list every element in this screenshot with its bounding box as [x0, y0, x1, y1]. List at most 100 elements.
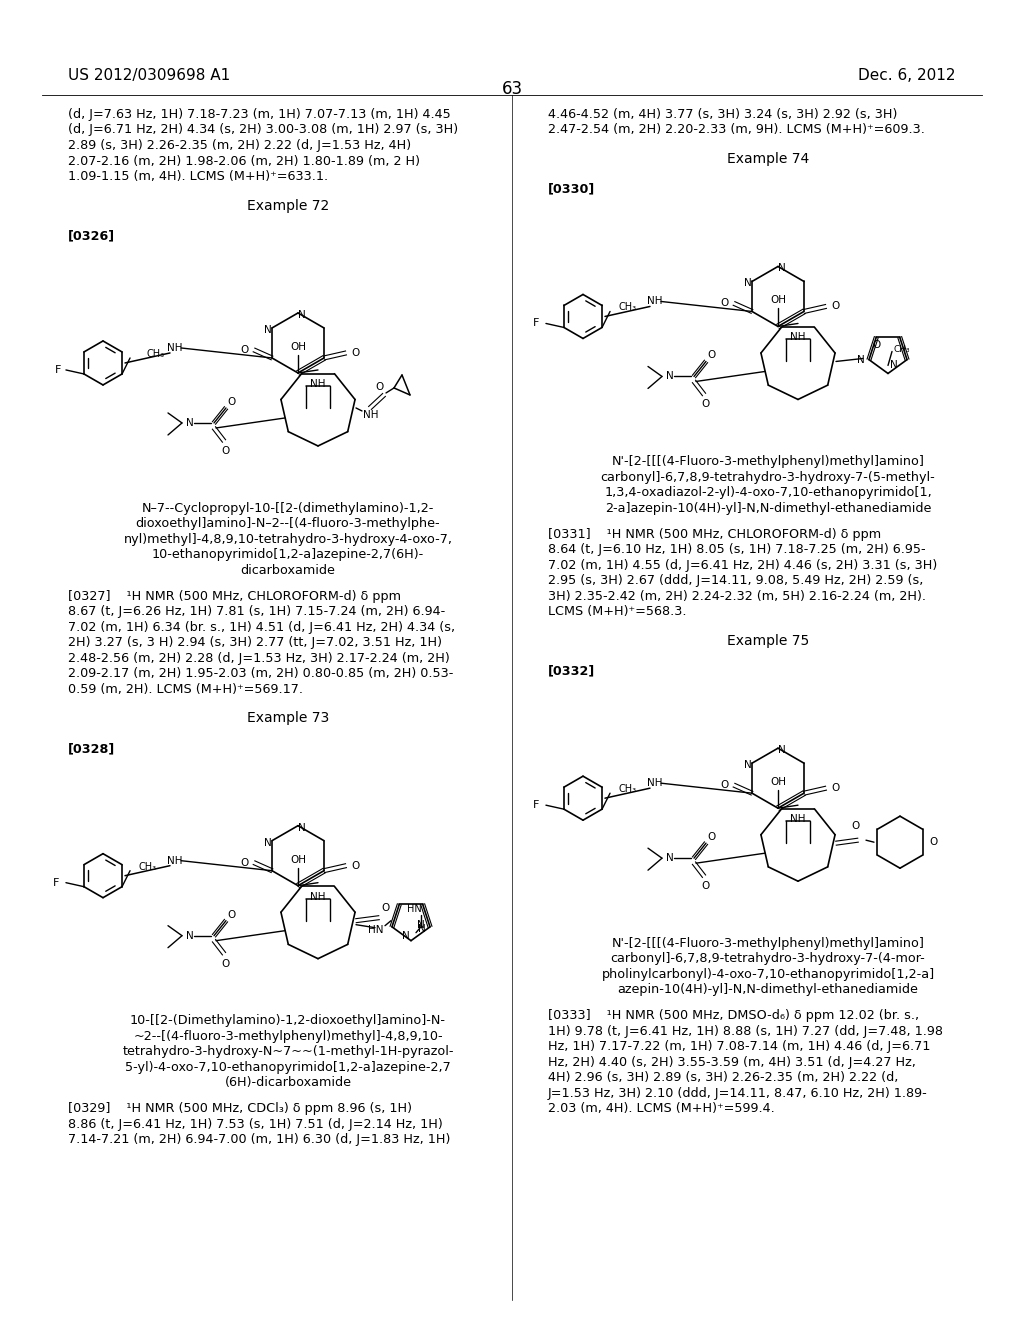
- Text: 8.86 (t, J=6.41 Hz, 1H) 7.53 (s, 1H) 7.51 (d, J=2.14 Hz, 1H): 8.86 (t, J=6.41 Hz, 1H) 7.53 (s, 1H) 7.5…: [68, 1118, 442, 1131]
- Text: O: O: [831, 301, 840, 312]
- Text: NH: NH: [647, 779, 663, 788]
- Text: Hz, 2H) 4.40 (s, 2H) 3.55-3.59 (m, 4H) 3.51 (d, J=4.27 Hz,: Hz, 2H) 4.40 (s, 2H) 3.55-3.59 (m, 4H) 3…: [548, 1056, 915, 1069]
- Text: O: O: [222, 958, 230, 969]
- Text: O: O: [852, 821, 860, 832]
- Text: F: F: [53, 878, 59, 887]
- Text: 7.02 (m, 1H) 4.55 (d, J=6.41 Hz, 2H) 4.46 (s, 2H) 3.31 (s, 3H): 7.02 (m, 1H) 4.55 (d, J=6.41 Hz, 2H) 4.4…: [548, 558, 937, 572]
- Text: O: O: [222, 446, 230, 455]
- Text: N: N: [402, 931, 410, 941]
- Text: azepin-10(4H)-yl]-N,N-dimethyl-ethanediamide: azepin-10(4H)-yl]-N,N-dimethyl-ethanedia…: [617, 983, 919, 997]
- Text: [0333]    ¹H NMR (500 MHz, DMSO-d₆) δ ppm 12.02 (br. s.,: [0333] ¹H NMR (500 MHz, DMSO-d₆) δ ppm 1…: [548, 1010, 920, 1023]
- Text: [0329]    ¹H NMR (500 MHz, CDCl₃) δ ppm 8.96 (s, 1H): [0329] ¹H NMR (500 MHz, CDCl₃) δ ppm 8.9…: [68, 1102, 412, 1115]
- Text: 3H) 2.35-2.42 (m, 2H) 2.24-2.32 (m, 5H) 2.16-2.24 (m, 2H).: 3H) 2.35-2.42 (m, 2H) 2.24-2.32 (m, 5H) …: [548, 590, 926, 603]
- Text: [0330]: [0330]: [548, 183, 595, 195]
- Text: 4H) 2.96 (s, 3H) 2.89 (s, 3H) 2.26-2.35 (m, 2H) 2.22 (d,: 4H) 2.96 (s, 3H) 2.89 (s, 3H) 2.26-2.35 …: [548, 1072, 898, 1085]
- Text: N: N: [778, 264, 785, 273]
- Text: N'-[2-[[[(4-Fluoro-3-methylphenyl)methyl]amino]: N'-[2-[[[(4-Fluoro-3-methylphenyl)methyl…: [611, 455, 925, 469]
- Text: (d, J=7.63 Hz, 1H) 7.18-7.23 (m, 1H) 7.07-7.13 (m, 1H) 4.45: (d, J=7.63 Hz, 1H) 7.18-7.23 (m, 1H) 7.0…: [68, 108, 451, 121]
- Text: O: O: [720, 298, 728, 309]
- Text: CH₃: CH₃: [618, 302, 636, 313]
- Text: N: N: [744, 279, 752, 289]
- Text: CH₃: CH₃: [894, 346, 910, 355]
- Text: N: N: [418, 924, 426, 933]
- Text: N: N: [186, 418, 194, 428]
- Text: NH: NH: [167, 855, 182, 866]
- Text: 0.59 (m, 2H). LCMS (M+H)⁺=569.17.: 0.59 (m, 2H). LCMS (M+H)⁺=569.17.: [68, 682, 303, 696]
- Text: O: O: [701, 882, 710, 891]
- Text: OH: OH: [770, 777, 786, 787]
- Text: N: N: [417, 920, 425, 929]
- Text: O: O: [707, 351, 715, 360]
- Text: 2.03 (m, 4H). LCMS (M+H)⁺=599.4.: 2.03 (m, 4H). LCMS (M+H)⁺=599.4.: [548, 1102, 775, 1115]
- Text: O: O: [240, 858, 248, 867]
- Text: O: O: [930, 837, 938, 847]
- Text: J=1.53 Hz, 3H) 2.10 (ddd, J=14.11, 8.47, 6.10 Hz, 2H) 1.89-: J=1.53 Hz, 3H) 2.10 (ddd, J=14.11, 8.47,…: [548, 1086, 928, 1100]
- Text: O: O: [240, 345, 248, 355]
- Text: N: N: [667, 853, 674, 863]
- Text: O: O: [872, 341, 881, 350]
- Text: 2.47-2.54 (m, 2H) 2.20-2.33 (m, 9H). LCMS (M+H)⁺=609.3.: 2.47-2.54 (m, 2H) 2.20-2.33 (m, 9H). LCM…: [548, 124, 925, 136]
- Text: 7.02 (m, 1H) 6.34 (br. s., 1H) 4.51 (d, J=6.41 Hz, 2H) 4.34 (s,: 7.02 (m, 1H) 6.34 (br. s., 1H) 4.51 (d, …: [68, 620, 455, 634]
- Text: O: O: [352, 348, 360, 358]
- Text: N'-[2-[[[(4-Fluoro-3-methylphenyl)methyl]amino]: N'-[2-[[[(4-Fluoro-3-methylphenyl)methyl…: [611, 937, 925, 950]
- Text: US 2012/0309698 A1: US 2012/0309698 A1: [68, 69, 230, 83]
- Text: N: N: [186, 931, 194, 941]
- Text: HN: HN: [408, 904, 422, 915]
- Text: tetrahydro-3-hydroxy-N~7~~(1-methyl-1H-pyrazol-: tetrahydro-3-hydroxy-N~7~~(1-methyl-1H-p…: [122, 1045, 454, 1059]
- Text: 5-yl)-4-oxo-7,10-ethanopyrimido[1,2-a]azepine-2,7: 5-yl)-4-oxo-7,10-ethanopyrimido[1,2-a]az…: [125, 1061, 451, 1074]
- Text: LCMS (M+H)⁺=568.3.: LCMS (M+H)⁺=568.3.: [548, 605, 686, 618]
- Text: 1H) 9.78 (t, J=6.41 Hz, 1H) 8.88 (s, 1H) 7.27 (dd, J=7.48, 1.98: 1H) 9.78 (t, J=6.41 Hz, 1H) 8.88 (s, 1H)…: [548, 1024, 943, 1038]
- Text: N: N: [298, 822, 306, 833]
- Text: O: O: [382, 903, 390, 912]
- Text: OH: OH: [290, 854, 306, 865]
- Text: O: O: [227, 909, 236, 920]
- Text: N: N: [857, 355, 865, 364]
- Text: Example 74: Example 74: [727, 152, 809, 166]
- Text: 2H) 3.27 (s, 3 H) 2.94 (s, 3H) 2.77 (tt, J=7.02, 3.51 Hz, 1H): 2H) 3.27 (s, 3 H) 2.94 (s, 3H) 2.77 (tt,…: [68, 636, 442, 649]
- Text: carbonyl]-6,7,8,9-tetrahydro-3-hydroxy-7-(4-mor-: carbonyl]-6,7,8,9-tetrahydro-3-hydroxy-7…: [610, 952, 926, 965]
- Text: 4.46-4.52 (m, 4H) 3.77 (s, 3H) 3.24 (s, 3H) 2.92 (s, 3H): 4.46-4.52 (m, 4H) 3.77 (s, 3H) 3.24 (s, …: [548, 108, 897, 121]
- Text: O: O: [352, 861, 360, 871]
- Text: 8.67 (t, J=6.26 Hz, 1H) 7.81 (s, 1H) 7.15-7.24 (m, 2H) 6.94-: 8.67 (t, J=6.26 Hz, 1H) 7.81 (s, 1H) 7.1…: [68, 605, 445, 618]
- Text: NH: NH: [791, 333, 806, 342]
- Text: O: O: [375, 381, 383, 392]
- Text: [0327]    ¹H NMR (500 MHz, CHLOROFORM-d) δ ppm: [0327] ¹H NMR (500 MHz, CHLOROFORM-d) δ …: [68, 590, 401, 603]
- Text: F: F: [54, 364, 61, 375]
- Text: O: O: [701, 400, 710, 409]
- Text: pholinylcarbonyl)-4-oxo-7,10-ethanopyrimido[1,2-a]: pholinylcarbonyl)-4-oxo-7,10-ethanopyrim…: [601, 968, 935, 981]
- Text: N: N: [778, 746, 785, 755]
- Text: N: N: [264, 325, 272, 335]
- Text: (d, J=6.71 Hz, 2H) 4.34 (s, 2H) 3.00-3.08 (m, 1H) 2.97 (s, 3H): (d, J=6.71 Hz, 2H) 4.34 (s, 2H) 3.00-3.0…: [68, 124, 458, 136]
- Text: dicarboxamide: dicarboxamide: [241, 564, 336, 577]
- Text: Example 75: Example 75: [727, 634, 809, 648]
- Text: 2.95 (s, 3H) 2.67 (ddd, J=14.11, 9.08, 5.49 Hz, 2H) 2.59 (s,: 2.95 (s, 3H) 2.67 (ddd, J=14.11, 9.08, 5…: [548, 574, 924, 587]
- Text: OH: OH: [770, 296, 786, 305]
- Text: NH: NH: [791, 814, 806, 824]
- Text: 2.09-2.17 (m, 2H) 1.95-2.03 (m, 2H) 0.80-0.85 (m, 2H) 0.53-: 2.09-2.17 (m, 2H) 1.95-2.03 (m, 2H) 0.80…: [68, 667, 454, 680]
- Text: [0331]    ¹H NMR (500 MHz, CHLOROFORM-d) δ ppm: [0331] ¹H NMR (500 MHz, CHLOROFORM-d) δ …: [548, 528, 881, 541]
- Text: dioxoethyl]amino]-N–2--[(4-fluoro-3-methylphe-: dioxoethyl]amino]-N–2--[(4-fluoro-3-meth…: [136, 517, 440, 531]
- Text: F: F: [532, 800, 539, 810]
- Text: N: N: [667, 371, 674, 381]
- Text: 8.64 (t, J=6.10 Hz, 1H) 8.05 (s, 1H) 7.18-7.25 (m, 2H) 6.95-: 8.64 (t, J=6.10 Hz, 1H) 8.05 (s, 1H) 7.1…: [548, 544, 926, 556]
- Text: 2.48-2.56 (m, 2H) 2.28 (d, J=1.53 Hz, 3H) 2.17-2.24 (m, 2H): 2.48-2.56 (m, 2H) 2.28 (d, J=1.53 Hz, 3H…: [68, 652, 450, 665]
- Text: CH₃: CH₃: [618, 784, 636, 795]
- Text: 10-[[2-(Dimethylamino)-1,2-dioxoethyl]amino]-N-: 10-[[2-(Dimethylamino)-1,2-dioxoethyl]am…: [130, 1014, 446, 1027]
- Text: OH: OH: [290, 342, 306, 352]
- Text: Example 72: Example 72: [247, 199, 329, 213]
- Text: N: N: [264, 838, 272, 847]
- Text: 63: 63: [502, 81, 522, 98]
- Text: 2-a]azepin-10(4H)-yl]-N,N-dimethyl-ethanediamide: 2-a]azepin-10(4H)-yl]-N,N-dimethyl-ethan…: [605, 502, 931, 515]
- Text: Hz, 1H) 7.17-7.22 (m, 1H) 7.08-7.14 (m, 1H) 4.46 (d, J=6.71: Hz, 1H) 7.17-7.22 (m, 1H) 7.08-7.14 (m, …: [548, 1040, 931, 1053]
- Text: [0332]: [0332]: [548, 664, 595, 677]
- Text: N: N: [744, 760, 752, 770]
- Text: ~2--[(4-fluoro-3-methylphenyl)methyl]-4,8,9,10-: ~2--[(4-fluoro-3-methylphenyl)methyl]-4,…: [133, 1030, 442, 1043]
- Text: NH: NH: [364, 411, 379, 420]
- Text: O: O: [831, 783, 840, 793]
- Text: Dec. 6, 2012: Dec. 6, 2012: [858, 69, 956, 83]
- Text: N: N: [298, 310, 306, 319]
- Text: NH: NH: [167, 343, 182, 352]
- Text: 10-ethanopyrimido[1,2-a]azepine-2,7(6H)-: 10-ethanopyrimido[1,2-a]azepine-2,7(6H)-: [152, 548, 424, 561]
- Text: 2.07-2.16 (m, 2H) 1.98-2.06 (m, 2H) 1.80-1.89 (m, 2 H): 2.07-2.16 (m, 2H) 1.98-2.06 (m, 2H) 1.80…: [68, 154, 420, 168]
- Text: 7.14-7.21 (m, 2H) 6.94-7.00 (m, 1H) 6.30 (d, J=1.83 Hz, 1H): 7.14-7.21 (m, 2H) 6.94-7.00 (m, 1H) 6.30…: [68, 1134, 451, 1147]
